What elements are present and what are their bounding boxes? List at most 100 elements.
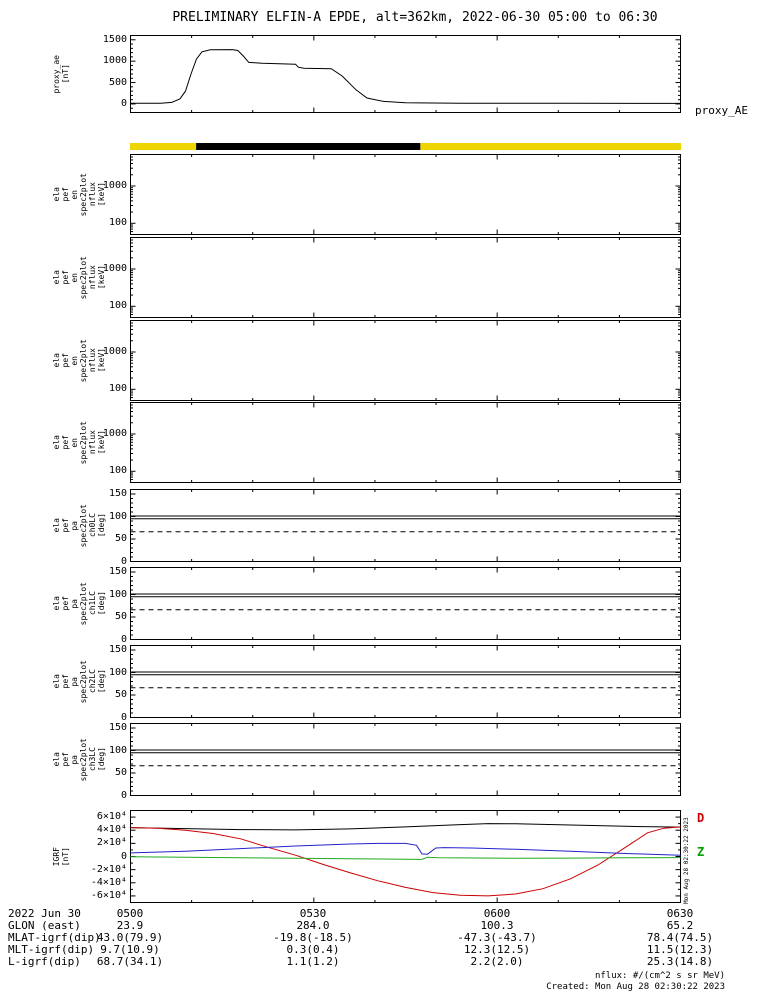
ylabel-word: pef [61,353,70,368]
y-tick-label: -4×10⁴ [90,876,127,888]
ylabel-word: ela [52,270,61,285]
ylabel-word: [deg] [97,747,106,772]
table-row-label: MLAT-igrf(dip) [8,931,101,944]
ylabel-word: nflux [88,265,97,290]
ylabel-word: pef [61,518,70,533]
y-tick-label: 1000 [102,346,127,357]
table-row: L-igrf(dip) 68.7(34.1) 1.1(1.2) 2.2(2.0) 25.… [0,956,775,968]
ylabel-word: ch1LC [88,591,97,616]
position-bar-plot [130,143,681,150]
ylabel-word: ch3LC [88,747,97,772]
ylabel-word: ch2LC [88,669,97,694]
y-tick-label: 100 [108,217,127,229]
ylabel-word: [keV] [97,430,106,455]
ylabel-word: ela [52,187,61,202]
y-tick-label: 1000 [102,180,127,191]
pa-ch2-ylabel: ela pef pa spec2plot ch2LC [deg] [52,645,106,718]
igrf-ylabel: IGRF [nT] [52,810,70,903]
y-tick-label: 150 [108,566,127,577]
igrf-plot [130,810,681,903]
ylabel-word: pef [61,752,70,767]
y-tick-label: 1500 [102,33,127,45]
en-spec-1-panel: 100 1000 ela pef en spec2plot nflux [keV] [50,154,710,235]
ylabel-word: pa [70,598,79,609]
y-tick-label: 100 [108,465,127,477]
pa-ch0-ylabel: ela pef pa spec2plot ch0LC [deg] [52,489,106,562]
table-cell: 1.1(1.2) [286,955,340,968]
y-tick-label: 100 [108,666,127,678]
proxy-ae-ylabel: proxy_ae [nT] [52,35,70,113]
ylabel-word: nflux [88,348,97,373]
table-row-label: 2022 Jun 30 [8,907,81,920]
y-tick-label: 50 [114,767,127,778]
y-tick-label: 2×10⁴ [96,837,127,849]
y-tick-label: 100 [108,588,127,600]
table-cell: 78.4(74.5) [646,931,714,944]
table-cell: 0600 [483,907,511,920]
y-tick-label: 0 [120,633,127,645]
igrf-panel: 6×10⁴ 4×10⁴ 2×10⁴ 0 -2×10⁴ -4×10⁴ -6×10⁴ IGRF [n… [50,810,710,903]
ylabel-word: en [70,355,79,366]
en-spec-1-plot [130,154,681,235]
y-tick-label: 150 [108,644,127,655]
ylabel-word: ela [52,518,61,533]
ylabel-word: spec2plot [79,659,88,704]
table-row-label: L-igrf(dip) [8,955,81,968]
footer: nflux: #/(cm^2 s sr MeV) Created: Mon Au… [546,971,725,993]
y-tick-label: 0 [120,711,127,723]
ylabel-word: [deg] [97,669,106,694]
proxy-ae-plot [130,35,681,113]
ylabel-word: ch0LC [88,513,97,538]
table-cell: 0530 [299,907,327,920]
en-spec-2-panel: 100 1000 ela pef en spec2plot nflux [keV] [50,237,710,318]
table-cell: 23.9 [116,919,144,932]
en-spec-3-ylabel: ela pef en spec2plot nflux [keV] [52,320,106,401]
table-cell: 11.5(12.3) [646,943,714,956]
y-tick-label: 100 [108,300,127,312]
ylabel-word: en [70,272,79,283]
y-tick-label: 0 [120,850,127,862]
y-tick-label: 50 [114,689,127,700]
igrf-legend-z-label: Z [697,845,705,859]
table-row-label: MLT-igrf(dip) [8,943,95,956]
y-tick-label: 6×10⁴ [96,811,127,823]
ylabel-word: [deg] [97,591,106,616]
table-cell: 12.3(12.5) [463,943,531,956]
side-timestamp: Mon Aug 28 02:30:22 2023 [683,817,690,904]
ylabel-word: pef [61,187,70,202]
en-spec-4-panel: 100 1000 ela pef en spec2plot nflux [keV] [50,402,710,483]
ylabel-word: pa [70,676,79,687]
y-tick-label: 0 [120,97,127,109]
pa-ch3-ylabel: ela pef pa spec2plot ch3LC [deg] [52,723,106,796]
ylabel-word: spec2plot [79,581,88,626]
ylabel-word: pa [70,520,79,531]
ylabel-word: nflux [88,430,97,455]
table-cell: 2.2(2.0) [470,955,524,968]
proxy-ae-series-label: proxy_AE [695,104,748,117]
y-tick-label: 1000 [102,263,127,274]
y-tick-label: -6×10⁴ [90,889,127,901]
ylabel-word: pef [61,596,70,611]
table-row: MLAT-igrf(dip) 43.0(79.9) -19.8(-18.5) -47.… [0,932,775,944]
pa-ch1-plot [130,567,681,640]
ylabel-word: pef [61,435,70,450]
table-row: GLON (east) 23.9 284.0 100.3 65.2 [0,920,775,932]
y-tick-label: 50 [114,611,127,622]
en-spec-2-plot [130,237,681,318]
ylabel-word: pef [61,270,70,285]
table-cell: 65.2 [666,919,694,932]
proxy-ae-panel: 0 500 1000 1500 proxy_ae [nT] [50,33,710,113]
plot-title: PRELIMINARY ELFIN-A EPDE, alt=362km, 202… [172,10,658,25]
table-cell: 0.3(0.4) [286,943,340,956]
ylabel-word: [keV] [97,265,106,290]
ylabel-word: spec2plot [79,420,88,465]
pa-ch3-plot [130,723,681,796]
pa-ch1-panel: 0 50 100 150 ela pef pa spec2plot ch1LC [deg] [50,566,710,645]
ylabel-word: [keV] [97,182,106,207]
table-cell: 0500 [116,907,144,920]
y-tick-label: 4×10⁴ [96,824,127,836]
ylabel-word: spec2plot [79,737,88,782]
ylabel-word: ela [52,674,61,689]
ylabel-word: spec2plot [79,503,88,548]
y-tick-label: 150 [108,722,127,733]
